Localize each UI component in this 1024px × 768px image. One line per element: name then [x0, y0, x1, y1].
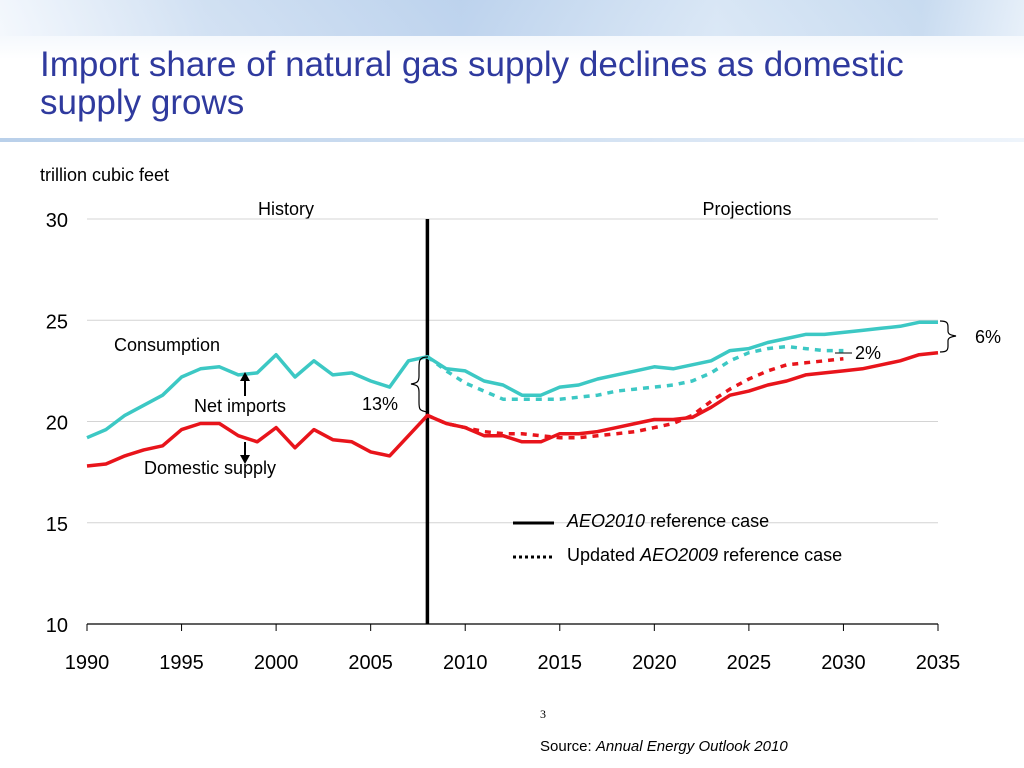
x-tick-label-1990: 1990 — [65, 652, 110, 674]
banner-decoration — [0, 0, 1024, 36]
y-tick-label-25: 25 — [46, 311, 68, 333]
x-tick-label-2020: 2020 — [632, 652, 677, 674]
legend-aeo2009-prefix: Updated — [567, 545, 640, 565]
x-tick-label-2035: 2035 — [916, 652, 961, 674]
legend-aeo2009-name: AEO2009 — [639, 545, 718, 565]
domestic-aeo2010-line — [86, 350, 939, 468]
x-tick-label-2015: 2015 — [538, 652, 583, 674]
slide-title: Import share of natural gas supply decli… — [40, 45, 904, 122]
y-tick-label-10: 10 — [46, 615, 68, 637]
projections-label: Projections — [702, 199, 791, 219]
x-tick-label-2010: 2010 — [443, 652, 488, 674]
legend-item-aeo2009: Updated AEO2009 reference case — [567, 545, 842, 565]
import-share-aeo2009-label: 2% — [855, 343, 881, 363]
brace-2035 — [939, 320, 957, 353]
x-tick-label-2025: 2025 — [727, 652, 772, 674]
history-label: History — [258, 199, 314, 219]
legend: AEO2010 reference case Updated AEO2009 r… — [513, 511, 842, 565]
y-tick-label-15: 15 — [46, 514, 68, 536]
y-tick-label-30: 30 — [46, 210, 68, 232]
y-axis-unit-label: trillion cubic feet — [40, 165, 169, 185]
legend-item-aeo2010: AEO2010 reference case — [566, 511, 769, 531]
x-tick-label-1995: 1995 — [159, 652, 204, 674]
legend-aeo2010-text: reference case — [645, 511, 769, 531]
legend-aeo2009-text: reference case — [718, 545, 842, 565]
consumption-label: Consumption — [114, 335, 220, 355]
domestic-supply-label: Domestic supply — [144, 458, 276, 478]
x-tick-label-2000: 2000 — [254, 652, 299, 674]
import-share-2008-label: 13% — [362, 394, 398, 414]
source-note: Source: Annual Energy Outlook 2010 — [540, 738, 788, 755]
y-tick-label-20: 20 — [46, 413, 68, 435]
title-underline — [0, 138, 1024, 142]
series-lines — [86, 219, 939, 624]
source-label: Source: — [540, 738, 596, 755]
source-title: Annual Energy Outlook 2010 — [595, 738, 788, 755]
net-imports-label: Net imports — [194, 396, 286, 416]
title-banner — [0, 0, 1024, 148]
gridlines — [87, 218, 938, 524]
brace-2008 — [410, 356, 429, 413]
slide-number: 3 — [540, 707, 546, 721]
net-imports-arrows — [240, 372, 250, 464]
consumption-aeo2009-line — [426, 344, 844, 401]
import-share-2035-label: 6% — [975, 327, 1001, 347]
x-tick-label-2005: 2005 — [348, 652, 393, 674]
legend-aeo2010-name: AEO2010 — [566, 511, 645, 531]
x-tick-label-2030: 2030 — [821, 652, 866, 674]
consumption-aeo2010-line — [86, 320, 938, 440]
domestic-aeo2009-line — [426, 356, 844, 440]
